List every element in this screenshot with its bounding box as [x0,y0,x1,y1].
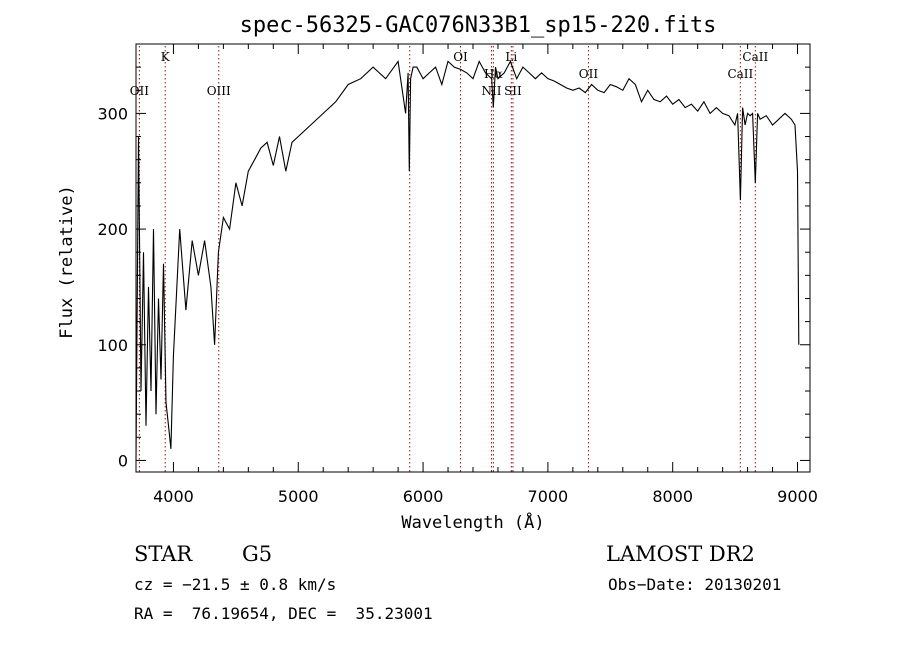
y-tick-label: 0 [118,451,128,470]
plot-border [135,43,811,473]
object-class-label: STAR [134,542,193,566]
redshift-label: cz = −21.5 ± 0.8 km/s [134,575,336,594]
x-tick-label: 9000 [777,487,818,506]
chart-title: spec-56325-GAC076N33B1_sp15-220.fits [240,13,717,38]
x-axis-label: Wavelength (Å) [401,511,544,533]
line-marker-label-11: CaII [742,50,768,64]
survey-label: LAMOST DR2 [606,542,755,566]
line-marker-label-4: OI [453,50,468,64]
x-tick-label: 7000 [528,487,569,506]
line-marker-label-2: OIII [207,84,231,98]
spectrum-series [135,59,800,461]
coordinates-label: RA = 76.19654, DEC = 35.23001 [134,604,433,623]
x-axis-ticks: 4000 5000 6000 7000 8000 9000 [153,44,818,506]
observation-date-label: Obs−Date: 20130201 [608,575,781,594]
plot-area [135,43,811,473]
y-tick-label: 200 [97,220,128,239]
line-marker-label-10: CaII [727,67,753,81]
y-axis-label: Flux (relative) [57,185,77,339]
line-marker-label-9: OII [579,67,599,81]
line-marker-label-5: NII [481,84,501,98]
line-marker-label-7: Li [505,50,517,64]
y-tick-label: 300 [97,104,128,123]
y-axis-ticks: 0 100 200 300 [97,66,810,470]
y-tick-label: 100 [97,336,128,355]
x-tick-label: 4000 [153,487,194,506]
line-marker-label-8: SII [504,84,522,98]
object-subclass-label: G5 [242,542,272,566]
x-tick-label: 5000 [278,487,319,506]
line-marker-label-1: K [161,50,171,64]
x-tick-label: 8000 [652,487,693,506]
x-tick-label: 6000 [403,487,444,506]
line-marker-label-0: OII [130,84,150,98]
spectrum-line [135,59,800,461]
